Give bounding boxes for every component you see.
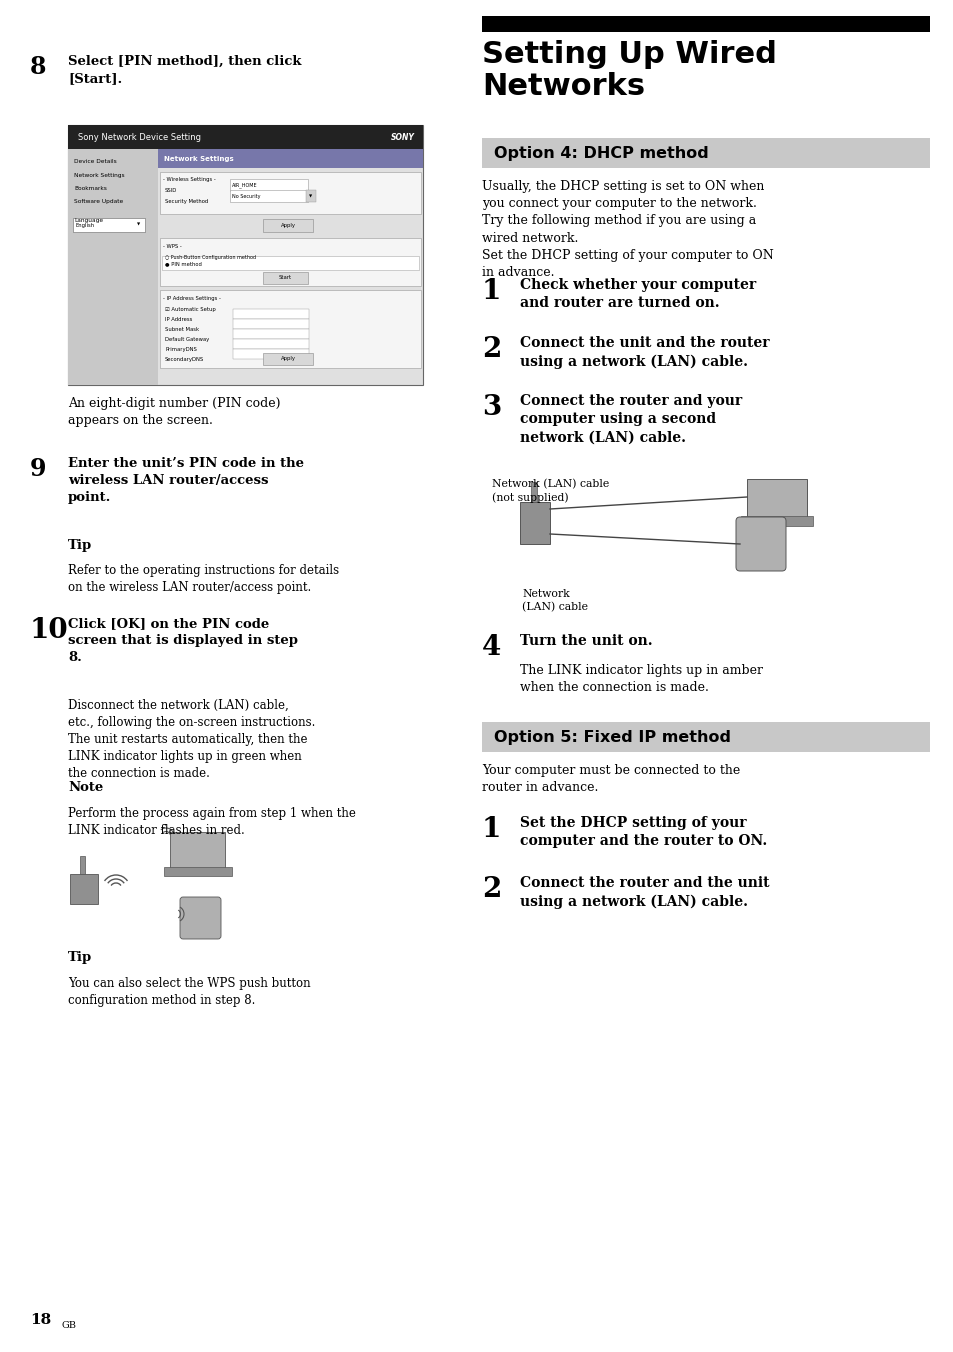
Bar xyxy=(68,149,158,385)
Text: - IP Address Settings -: - IP Address Settings - xyxy=(163,296,221,301)
Text: Set the DHCP setting of your
computer and the router to ON.: Set the DHCP setting of your computer an… xyxy=(519,817,766,848)
Text: Note: Note xyxy=(68,781,103,794)
Text: Click [OK] on the PIN code
screen that is displayed in step
8.: Click [OK] on the PIN code screen that i… xyxy=(68,617,297,664)
Text: ▼: ▼ xyxy=(309,195,313,199)
Text: No Security: No Security xyxy=(232,193,260,199)
Text: GB: GB xyxy=(61,1321,76,1330)
Text: Network Settings: Network Settings xyxy=(164,155,233,161)
Bar xyxy=(230,191,308,201)
Text: ● PIN method: ● PIN method xyxy=(165,261,202,266)
Text: - WPS -: - WPS - xyxy=(163,243,182,249)
Text: - Wireless Settings -: - Wireless Settings - xyxy=(163,177,215,183)
Text: Software Update: Software Update xyxy=(74,200,123,204)
Text: 8: 8 xyxy=(30,55,47,78)
Text: An eight-digit number (PIN code)
appears on the screen.: An eight-digit number (PIN code) appears… xyxy=(68,397,280,427)
Bar xyxy=(306,191,315,201)
Text: ▼: ▼ xyxy=(137,223,140,227)
Text: Tip: Tip xyxy=(68,950,92,964)
Text: Disconnect the network (LAN) cable,
etc., following the on-screen instructions.
: Disconnect the network (LAN) cable, etc.… xyxy=(68,699,315,780)
FancyBboxPatch shape xyxy=(735,516,785,571)
Text: SecondaryDNS: SecondaryDNS xyxy=(165,357,204,362)
Text: Default Gateway: Default Gateway xyxy=(165,337,209,342)
Text: ○ Push-Button Configuration method: ○ Push-Button Configuration method xyxy=(165,256,255,260)
Text: Setting Up Wired
Networks: Setting Up Wired Networks xyxy=(481,41,776,101)
Text: The LINK indicator lights up in amber
when the connection is made.: The LINK indicator lights up in amber wh… xyxy=(519,664,762,694)
Text: SSID: SSID xyxy=(165,188,177,193)
Text: Turn the unit on.: Turn the unit on. xyxy=(519,634,652,648)
Text: Network
(LAN) cable: Network (LAN) cable xyxy=(521,589,587,612)
Bar xyxy=(160,289,420,368)
Text: Apply: Apply xyxy=(280,357,295,361)
Text: SONY: SONY xyxy=(391,132,415,142)
Text: IP Address: IP Address xyxy=(165,316,193,322)
Text: Your computer must be connected to the
router in advance.: Your computer must be connected to the r… xyxy=(481,764,740,794)
Bar xyxy=(160,238,420,287)
Bar xyxy=(233,349,309,360)
Bar xyxy=(481,16,929,32)
Bar xyxy=(68,124,422,385)
Text: Connect the unit and the router
using a network (LAN) cable.: Connect the unit and the router using a … xyxy=(519,337,769,369)
Bar xyxy=(73,218,145,233)
Text: Apply: Apply xyxy=(280,223,295,228)
Text: Network Settings: Network Settings xyxy=(74,173,125,177)
FancyBboxPatch shape xyxy=(170,831,225,868)
Text: PrimaryDNS: PrimaryDNS xyxy=(165,347,196,352)
Bar xyxy=(68,124,422,149)
Text: Bookmarks: Bookmarks xyxy=(74,187,107,191)
Text: 9: 9 xyxy=(30,457,47,481)
Text: English: English xyxy=(76,223,95,227)
Bar xyxy=(233,319,309,329)
Text: AIR_HOME: AIR_HOME xyxy=(232,183,257,188)
Bar xyxy=(531,483,537,502)
Bar xyxy=(263,219,313,233)
Text: Subnet Mask: Subnet Mask xyxy=(165,327,199,333)
Text: Select [PIN method], then click
[Start].: Select [PIN method], then click [Start]. xyxy=(68,55,301,85)
Bar xyxy=(263,272,308,284)
Text: Language: Language xyxy=(74,218,103,223)
Text: 2: 2 xyxy=(481,876,501,903)
Bar xyxy=(158,149,422,168)
Text: Connect the router and your
computer using a second
network (LAN) cable.: Connect the router and your computer usi… xyxy=(519,393,741,445)
Text: Security Method: Security Method xyxy=(165,199,208,204)
Text: Connect the router and the unit
using a network (LAN) cable.: Connect the router and the unit using a … xyxy=(519,876,769,909)
Bar xyxy=(164,867,232,876)
Text: Network (LAN) cable
(not supplied): Network (LAN) cable (not supplied) xyxy=(492,479,609,503)
Bar xyxy=(80,856,85,873)
Text: 4: 4 xyxy=(481,634,500,661)
Text: Check whether your computer
and router are turned on.: Check whether your computer and router a… xyxy=(519,279,756,310)
Text: 10: 10 xyxy=(30,617,69,644)
Text: Option 4: DHCP method: Option 4: DHCP method xyxy=(494,146,708,161)
Bar xyxy=(230,178,308,191)
Text: 1: 1 xyxy=(481,817,501,844)
Text: 3: 3 xyxy=(481,393,500,420)
Text: Usually, the DHCP setting is set to ON when
you connect your computer to the net: Usually, the DHCP setting is set to ON w… xyxy=(481,180,773,279)
Text: 18: 18 xyxy=(30,1313,51,1328)
Bar xyxy=(233,339,309,349)
Text: Refer to the operating instructions for details
on the wireless LAN router/acces: Refer to the operating instructions for … xyxy=(68,564,338,594)
Text: Perform the process again from step 1 when the
LINK indicator flashes in red.: Perform the process again from step 1 wh… xyxy=(68,807,355,837)
Bar xyxy=(740,516,812,526)
Text: Sony Network Device Setting: Sony Network Device Setting xyxy=(78,132,201,142)
Bar xyxy=(481,138,929,168)
Text: 1: 1 xyxy=(481,279,501,306)
Text: Enter the unit’s PIN code in the
wireless LAN router/access
point.: Enter the unit’s PIN code in the wireles… xyxy=(68,457,304,504)
Bar xyxy=(160,172,420,214)
FancyBboxPatch shape xyxy=(180,896,221,940)
Bar xyxy=(263,353,313,365)
Text: Start: Start xyxy=(278,276,292,280)
Bar xyxy=(162,256,418,270)
Text: ☑ Automatic Setup: ☑ Automatic Setup xyxy=(165,307,215,312)
Bar xyxy=(519,502,550,544)
Bar xyxy=(481,722,929,752)
Bar xyxy=(233,329,309,339)
Text: You can also select the WPS push button
configuration method in step 8.: You can also select the WPS push button … xyxy=(68,977,311,1007)
Text: Option 5: Fixed IP method: Option 5: Fixed IP method xyxy=(494,730,730,745)
Text: Tip: Tip xyxy=(68,539,92,552)
Text: Device Details: Device Details xyxy=(74,160,116,164)
Text: 2: 2 xyxy=(481,337,501,362)
Bar xyxy=(233,310,309,319)
Bar xyxy=(70,873,98,904)
FancyBboxPatch shape xyxy=(746,479,806,516)
